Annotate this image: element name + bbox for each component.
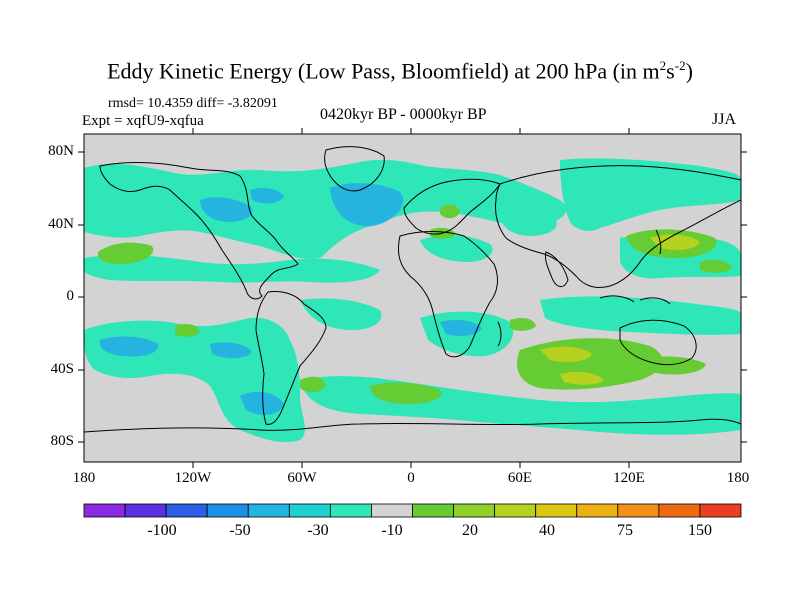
chart-title: Eddy Kinetic Energy (Low Pass, Bloomfiel… [107, 58, 693, 84]
colorbar-swatch [124, 503, 167, 518]
contour-positive-east-pacific [700, 260, 732, 273]
colorbar [83, 503, 742, 518]
lon-label-0: 0 [407, 470, 415, 486]
contour-negative-east-asia [560, 158, 741, 231]
lat-label-80s: 80S [50, 433, 74, 449]
stats-label: rmsd= 10.4359 diff= -3.82091 [108, 96, 278, 111]
coast-india [545, 251, 569, 287]
colorbar-swatch [412, 503, 454, 518]
coast-europe [403, 178, 501, 235]
contour-negative-north-pacific [84, 255, 380, 283]
lon-ticks [192, 128, 630, 468]
contour-positive-south-atlantic [370, 382, 442, 404]
colorbar-swatch [247, 503, 290, 518]
colorbar-swatch [576, 503, 619, 518]
lon-label-180w: 180 [72, 470, 96, 486]
contour-negative-south-america-core [240, 391, 284, 415]
contour-positive-europe [440, 204, 460, 219]
colorbar-swatch [371, 503, 413, 518]
lat-label-40s: 40S [50, 361, 74, 377]
experiment-label: Expt = xqfU9-xqfua [82, 113, 204, 129]
coast-antarctica [84, 418, 741, 433]
lon-label-120e: 120E [613, 470, 645, 486]
colorbar-swatch [617, 503, 660, 518]
contour-negative-africa-north [420, 235, 493, 262]
coast-africa [397, 231, 498, 358]
colorbar-swatch [494, 503, 537, 518]
colorbar-label: 20 [462, 522, 478, 539]
contour-positive-south-pacific [175, 324, 200, 337]
contour-negative-arabia [500, 212, 557, 236]
contour-negative-arctic-core [250, 188, 284, 204]
season-label: JJA [712, 111, 737, 128]
lon-label-60w: 60W [287, 470, 317, 486]
colorbar-swatch [699, 503, 742, 518]
coast-north-america [99, 161, 299, 300]
contour-positive-south-america [300, 376, 326, 393]
contour-positive-north-pacific [97, 242, 154, 264]
colorbar-swatch [206, 503, 249, 518]
coast-asia [495, 165, 741, 289]
contour-negative-north-core [200, 197, 253, 222]
colorbar-label: 150 [688, 522, 712, 539]
colorbar-label: 40 [539, 522, 555, 539]
lat-label-80n: 80N [48, 143, 74, 159]
contour-negative-south-pacific-core [210, 342, 252, 359]
lon-label-60e: 60E [507, 470, 533, 486]
contour-positive-indian-ocean-core [560, 372, 604, 385]
colorbar-swatch [535, 503, 578, 518]
coast-south-america [255, 291, 327, 425]
colorbar-swatch [83, 503, 126, 518]
contour-negative-north-band [84, 159, 567, 259]
colorbar-label: -10 [381, 522, 403, 539]
contour-negative-south-africa-core [440, 320, 482, 336]
colorbar-label: -30 [307, 522, 329, 539]
lat-label-40n: 40N [48, 216, 74, 232]
colorbar-label: -50 [229, 522, 251, 539]
coast-japan [655, 229, 662, 255]
colorbar-swatch [329, 503, 372, 518]
colorbar-swatch [288, 503, 331, 518]
coast-australia [619, 319, 697, 366]
map-frame [83, 133, 742, 463]
coast-madagascar [497, 321, 502, 347]
lat-label-0: 0 [66, 288, 75, 304]
colorbar-label: -100 [147, 522, 177, 539]
colorbar-label: 75 [617, 522, 633, 539]
contour-positive-indian-ocean-core [540, 346, 592, 362]
contour-positive-australia-south [640, 356, 706, 375]
lon-label-120w: 120W [174, 470, 212, 486]
colorbar-swatch [165, 503, 208, 518]
contour-negative-indian-ocean [540, 296, 741, 335]
coast-greenland [324, 146, 385, 192]
contour-negative-atlantic-core [330, 183, 404, 227]
period-label: 0420kyr BP - 0000kyr BP [320, 106, 487, 123]
colorbar-swatch [658, 503, 701, 518]
contour-negative-south-atlantic [300, 298, 382, 330]
contour-positive-madagascar [510, 318, 536, 331]
colorbar-swatch [453, 503, 496, 518]
anomaly-contours [84, 158, 741, 443]
lat-ticks [78, 151, 747, 443]
contour-negative-south-pacific-core [99, 336, 159, 357]
lon-label-180e: 180 [726, 470, 750, 486]
coastlines [84, 146, 741, 433]
contour-positive-japan-core [650, 234, 700, 250]
coast-indonesia [599, 295, 671, 305]
